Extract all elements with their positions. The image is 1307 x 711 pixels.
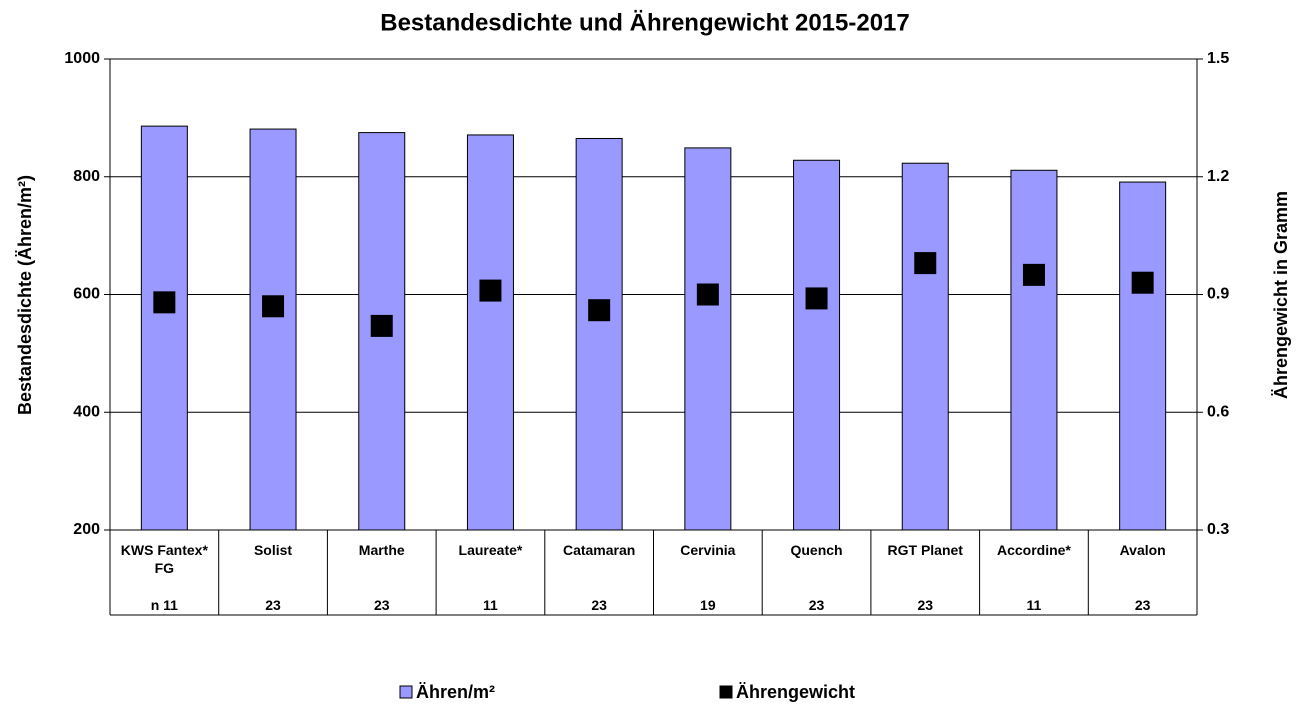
bar — [466, 134, 514, 531]
x-tick-label: Avalon — [1119, 542, 1166, 558]
x-tick-label: Marthe — [358, 542, 405, 558]
y-tick-label: 1000 — [64, 50, 100, 67]
count-label: 23 — [265, 597, 281, 613]
legend-label: Ähren/m² — [416, 682, 495, 702]
bar — [249, 128, 297, 531]
legend-label: Ährengewicht — [736, 682, 855, 702]
marker — [805, 287, 828, 310]
count-label: 11 — [483, 597, 498, 613]
marker — [479, 279, 502, 302]
bar — [140, 125, 188, 531]
y2-tick-label: 0.3 — [1207, 521, 1229, 538]
bar — [1010, 169, 1058, 531]
x-tick-label: Cervinia — [680, 542, 736, 558]
x-tick-label: RGT Planet — [887, 542, 963, 558]
bar — [684, 147, 732, 531]
x-tick-label: Accordine* — [996, 542, 1071, 558]
count-label: 11 — [1026, 597, 1042, 613]
legend-swatch — [719, 685, 733, 699]
y2-tick-label: 1.2 — [1207, 168, 1229, 185]
x-tick-label: Quench — [790, 542, 843, 558]
y2-tick-label: 0.9 — [1207, 286, 1229, 303]
marker — [1131, 271, 1154, 294]
y-tick-label: 400 — [73, 403, 100, 420]
count-label: 23 — [917, 597, 934, 613]
count-label: 23 — [1134, 597, 1151, 613]
y2-tick-label: 1.5 — [1207, 50, 1229, 67]
marker — [370, 314, 393, 337]
marker — [588, 299, 611, 322]
x-tick-label: Solist — [253, 542, 293, 558]
count-label: 23 — [591, 597, 607, 613]
y2-tick-label: 0.6 — [1207, 403, 1229, 420]
bar — [793, 159, 841, 531]
y-axis-label: Bestandesdichte (Ähren/m²) — [15, 175, 35, 415]
y2-axis-label: Ährengewicht in Gramm — [1271, 191, 1291, 399]
marker — [153, 291, 176, 314]
marker — [1022, 263, 1045, 286]
legend-swatch — [399, 685, 413, 699]
count-label: n 11 — [150, 597, 178, 613]
bar — [901, 162, 949, 531]
y-tick-label: 800 — [73, 168, 100, 185]
chart-title: Bestandesdichte und Ährengewicht 2015-20… — [380, 9, 910, 36]
marker — [696, 283, 719, 306]
bar — [575, 137, 623, 531]
y-tick-label: 200 — [73, 521, 100, 538]
count-label: 23 — [373, 597, 390, 613]
marker — [914, 252, 937, 275]
count-label: 23 — [808, 597, 825, 613]
x-tick-label: Catamaran — [562, 542, 636, 558]
x-tick-label: Laureate* — [458, 542, 523, 558]
bar — [1119, 181, 1167, 531]
count-label: 19 — [700, 597, 716, 613]
x-tick-label: KWS Fantex* FG — [120, 542, 208, 576]
y-tick-label: 600 — [73, 286, 100, 303]
marker — [262, 295, 285, 318]
